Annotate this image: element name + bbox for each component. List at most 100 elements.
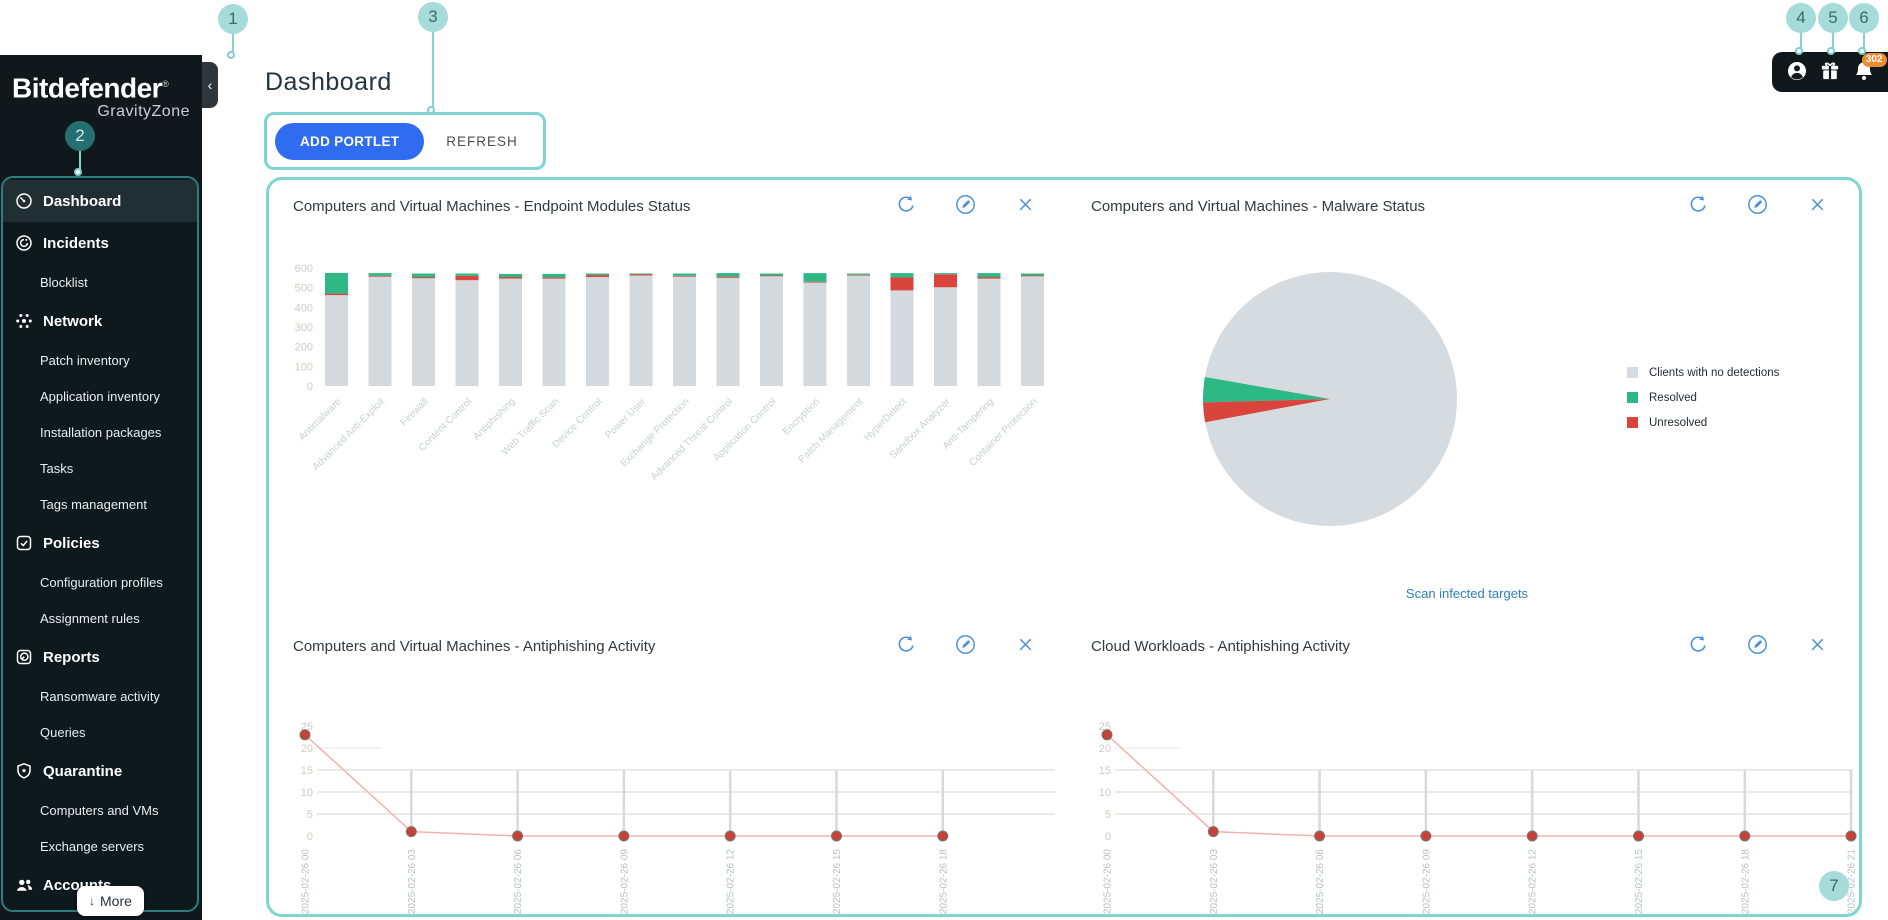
sidebar-item-quarantine[interactable]: Quarantine [3,750,197,792]
portlet-edit-button[interactable] [953,194,977,218]
svg-text:Antiphishing: Antiphishing [471,396,517,442]
reports-icon [14,648,34,666]
arrow-down-icon: ↓ [89,894,95,908]
add-portlet-button[interactable]: ADD PORTLET [275,122,425,160]
portlet-actions [893,194,1037,218]
notifications-button[interactable]: 302 [1851,53,1887,85]
registered-trademark: ® [162,79,169,89]
edit-icon [1747,194,1768,218]
sidebar-item-computers-and-vms[interactable]: Computers and VMs [3,792,197,828]
sidebar-item-assignment-rules[interactable]: Assignment rules [3,600,197,636]
svg-text:15: 15 [1099,765,1111,777]
sidebar-item-label: Incidents [43,234,109,252]
scan-infected-targets-link[interactable]: Scan infected targets [1405,586,1529,601]
sidebar-collapse-button[interactable]: ‹ [202,62,218,108]
svg-text:2025-02-26 12: 2025-02-26 12 [726,849,737,914]
sidebar-item-tasks[interactable]: Tasks [3,450,197,486]
sidebar-item-label: Reports [43,648,100,666]
sidebar-item-ransomware-activity[interactable]: Ransomware activity [3,678,197,714]
callout-stem [1800,31,1802,53]
sidebar-item-tags-management[interactable]: Tags management [3,486,197,522]
page-title: Dashboard [265,68,392,96]
portlet-refresh-button[interactable] [1685,194,1709,218]
sidebar-item-exchange-servers[interactable]: Exchange servers [3,828,197,864]
malware-status-pie-chart [1147,222,1567,552]
whats-new-button[interactable] [1817,59,1843,85]
sidebar-more-button[interactable]: ↓ More [77,886,144,916]
callout-ring [427,106,435,114]
sidebar-item-label: Ransomware activity [40,688,160,704]
svg-text:5: 5 [1105,809,1111,821]
sidebar-item-network[interactable]: Network [3,300,197,342]
incidents-icon [14,234,34,252]
portlet-container: Computers and Virtual Machines - Endpoin… [266,177,1862,917]
portlet-close-button[interactable] [1013,194,1037,218]
svg-text:Firewall: Firewall [398,396,430,428]
svg-text:2025-02-26 12: 2025-02-26 12 [1528,849,1539,914]
portlet-refresh-button[interactable] [893,634,917,658]
edit-icon [955,634,976,658]
svg-text:2025-02-26 09: 2025-02-26 09 [1421,849,1432,914]
antiphishing-line-chart: 0 5 10 15 20 25 2025-02-26 00 2025-02-26 03 2025… [269,660,1065,914]
svg-text:0: 0 [307,381,313,393]
user-menu-button[interactable] [1784,59,1810,85]
svg-text:Encryption: Encryption [781,396,822,437]
sidebar-item-patch-inventory[interactable]: Patch inventory [3,342,197,378]
portlet-refresh-button[interactable] [893,194,917,218]
user-icon [1786,60,1808,85]
policies-icon [14,534,34,552]
portlet-close-button[interactable] [1805,194,1829,218]
portlet-refresh-button[interactable] [1685,634,1709,658]
endpoint-modules-bar-chart: 0 100 200 300 400 500 600 Antimalware Advanced A… [269,220,1067,620]
portlet-close-button[interactable] [1013,634,1037,658]
notification-count-badge: 302 [1861,53,1887,67]
sidebar-item-application-inventory[interactable]: Application inventory [3,378,197,414]
callout-stem [432,30,434,112]
sidebar-item-blocklist[interactable]: Blocklist [3,264,197,300]
close-icon [1016,195,1035,217]
sidebar-item-installation-packages[interactable]: Installation packages [3,414,197,450]
svg-text:10: 10 [1099,787,1111,799]
svg-text:300: 300 [295,322,313,334]
callout-stem [232,32,234,57]
more-label: More [100,893,132,909]
callout-ring [1827,47,1835,55]
svg-text:2025-02-26 21: 2025-02-26 21 [1847,849,1858,914]
antiphishing-cloud-line-chart: 0 5 10 15 20 25 2025-02-26 00 2025-02-26 03 2025… [1067,660,1859,914]
svg-text:2025-02-26 00: 2025-02-26 00 [301,849,312,914]
chevron-left-icon: ‹ [207,77,213,93]
svg-text:2025-02-26 09: 2025-02-26 09 [619,849,630,914]
portlet-close-button[interactable] [1805,634,1829,658]
portlet-title: Computers and Virtual Machines - Endpoin… [293,198,691,215]
callout-stem [1863,31,1865,53]
callout-ring [1858,47,1866,55]
legend-item: Resolved [1627,385,1779,410]
legend-item: Unresolved [1627,410,1779,435]
refresh-icon [895,194,916,218]
dashboard-toolbar: ADD PORTLET REFRESH [264,112,546,170]
sidebar-item-policies[interactable]: Policies [3,522,197,564]
svg-text:15: 15 [301,765,313,777]
sidebar-item-dashboard[interactable]: Dashboard [3,180,197,222]
sidebar-item-queries[interactable]: Queries [3,714,197,750]
portlet-edit-button[interactable] [1745,634,1769,658]
sidebar-item-reports[interactable]: Reports [3,636,197,678]
portlet-edit-button[interactable] [953,634,977,658]
sidebar-item-label: Computers and VMs [40,802,159,818]
portlet-actions [1685,634,1829,658]
refresh-button[interactable]: REFRESH [446,133,518,149]
pie-legend: Clients with no detections Resolved Unreso… [1627,360,1779,435]
sidebar: Bitdefender® GravityZone ‹ Dashboard Inci… [0,55,218,920]
callout-ring [1795,47,1803,55]
sidebar-item-configuration-profiles[interactable]: Configuration profiles [3,564,197,600]
portlet-edit-button[interactable] [1745,194,1769,218]
topbar: 302 [1772,52,1888,92]
sidebar-item-label: Patch inventory [40,352,130,368]
callout-stem [79,149,81,174]
sidebar-item-incidents[interactable]: Incidents [3,222,197,264]
callout-ring [227,51,235,59]
sidebar-item-label: Dashboard [43,192,122,210]
svg-text:0: 0 [1105,831,1111,843]
svg-text:Power User: Power User [603,396,648,441]
